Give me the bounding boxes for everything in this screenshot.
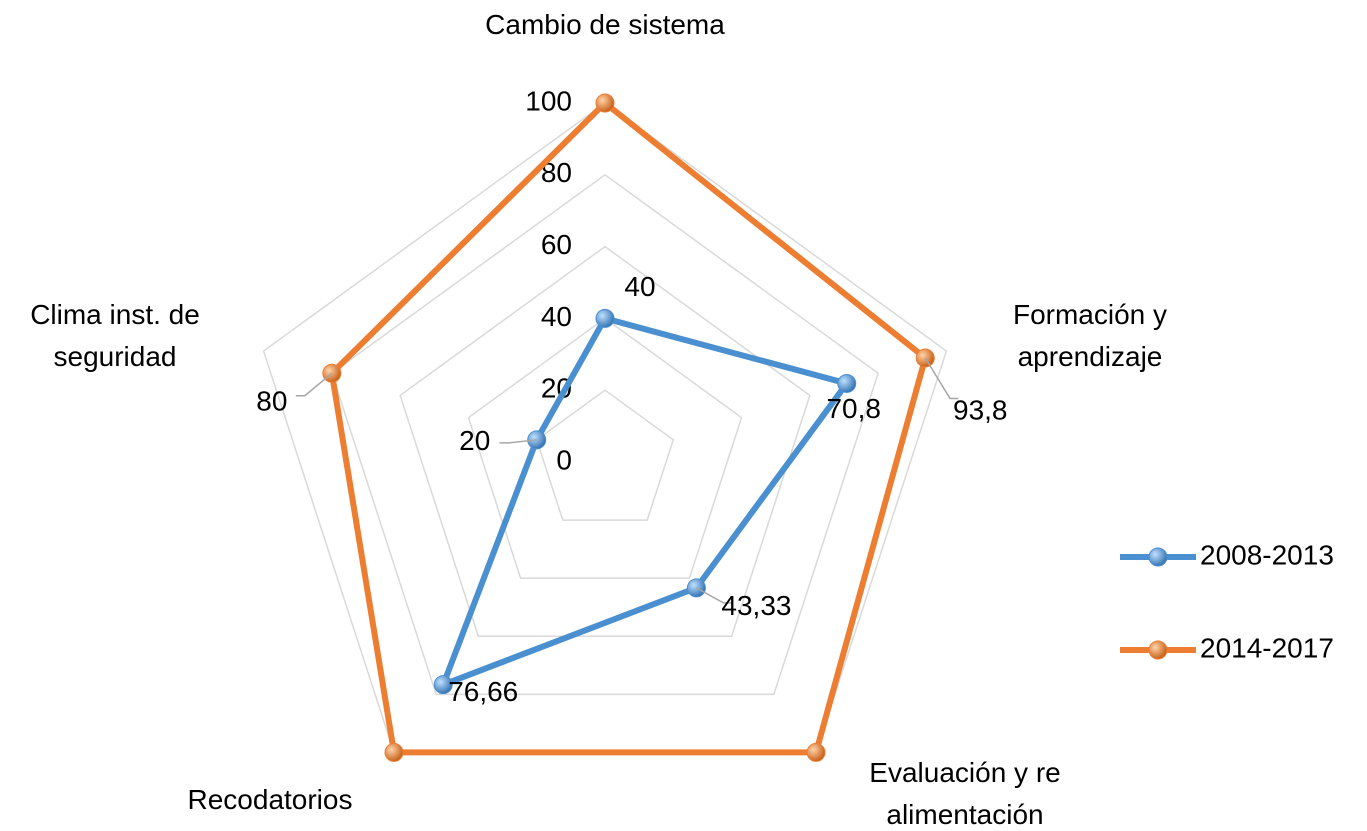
marker — [595, 93, 615, 113]
data-label: 80 — [256, 386, 287, 417]
data-label: 70,8 — [826, 393, 881, 424]
grid-line — [535, 389, 675, 521]
category-label: Recodatorios — [187, 784, 353, 815]
category-label: Formación y aprendizaje — [1012, 299, 1168, 372]
grid-line — [330, 173, 880, 696]
category-label: Cambio de sistema — [485, 9, 725, 40]
legend-label: 2008-2013 — [1200, 539, 1334, 570]
leader-line — [295, 372, 333, 397]
marker — [595, 308, 615, 328]
legend-label: 2014-2017 — [1200, 632, 1334, 663]
grid-line — [467, 317, 743, 579]
data-label: 20 — [459, 425, 490, 456]
category-label: Clima inst. de seguridad — [30, 299, 200, 372]
marker — [837, 373, 857, 393]
leader-line — [696, 587, 733, 604]
r-tick-label: 100 — [525, 85, 572, 116]
category-label: Evaluación y re alimentación — [869, 757, 1061, 830]
legend-marker — [1148, 640, 1168, 660]
marker — [384, 742, 404, 762]
grid-line — [399, 245, 811, 638]
r-tick-label: 0 — [556, 444, 572, 475]
marker — [433, 675, 453, 695]
r-tick-label: 60 — [541, 229, 572, 260]
series-line — [440, 315, 850, 688]
data-label: 40 — [624, 271, 655, 302]
data-label: 76,66 — [448, 676, 518, 707]
leader-line — [924, 357, 959, 400]
leader-line — [499, 439, 537, 444]
r-tick-label: 40 — [541, 301, 572, 332]
series-line — [328, 100, 929, 756]
data-label: 43,33 — [721, 590, 791, 621]
data-label: 93,8 — [953, 394, 1008, 425]
marker — [806, 742, 826, 762]
legend-marker — [1148, 547, 1168, 567]
